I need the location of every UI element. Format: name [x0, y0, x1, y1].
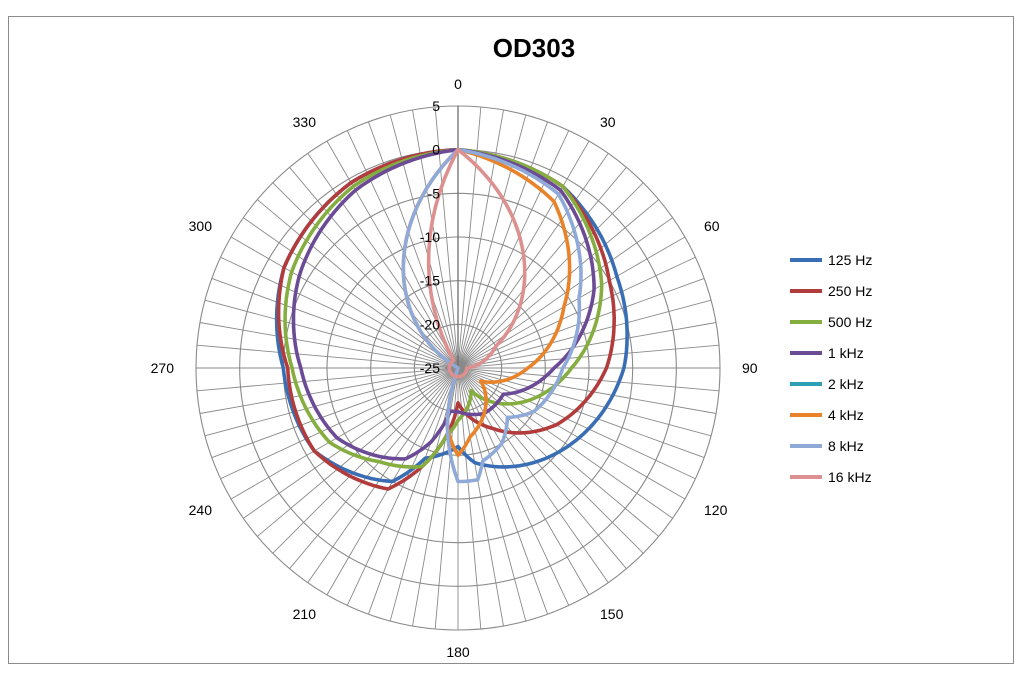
grid-spoke — [204, 299, 459, 369]
grid-spoke — [211, 277, 459, 369]
grid-spoke — [196, 367, 459, 392]
angle-tick-label: 210 — [293, 606, 317, 622]
radial-tick-labels: 5 0 -5 -10 -15 -20 -25 — [420, 98, 440, 376]
legend-label: 125 Hz — [828, 252, 872, 268]
grid-spoke — [457, 130, 570, 369]
angle-tick-label: 180 — [446, 644, 470, 660]
grid-spoke — [457, 367, 570, 606]
series-line-1-khz — [291, 147, 596, 461]
grid-spoke — [389, 114, 459, 369]
grid-spoke — [457, 367, 696, 480]
grid-spoke — [289, 367, 459, 569]
grid-spoke — [196, 344, 459, 369]
grid-spoke — [457, 217, 673, 369]
radial-tick-label: -25 — [420, 360, 440, 376]
grid-spoke — [457, 199, 659, 369]
angle-tick-label: 330 — [293, 114, 317, 130]
grid-spoke — [367, 121, 459, 369]
legend-label: 8 kHz — [828, 438, 864, 454]
legend-label: 2 kHz — [828, 376, 864, 392]
angle-tick-label: 270 — [151, 360, 175, 376]
grid-spoke — [457, 153, 609, 369]
angular-tick-labels: 0 30 60 90 120 150 180 210 240 270 300 330 — [151, 76, 758, 660]
grid-spoke — [457, 367, 590, 596]
legend-label: 250 Hz — [828, 283, 872, 299]
angle-tick-label: 120 — [704, 502, 728, 518]
grid-spoke — [457, 109, 504, 369]
grid-spoke — [220, 367, 459, 480]
grid-spoke — [199, 322, 459, 369]
grid-spoke — [457, 367, 609, 583]
chart-frame — [8, 16, 1014, 664]
grid-spoke — [220, 256, 459, 369]
grid-spoke — [457, 367, 673, 519]
grid-spoke — [457, 114, 527, 369]
legend-label: 16 kHz — [828, 469, 872, 485]
series-line-500-hz — [283, 147, 604, 469]
radial-tick-label: -15 — [420, 273, 440, 289]
grid-spoke — [230, 236, 459, 369]
angle-tick-label: 300 — [189, 218, 213, 234]
grid-spoke — [272, 367, 459, 554]
grid-spoke — [243, 217, 459, 369]
series-line-250-hz — [276, 147, 616, 491]
grid-spoke — [199, 367, 459, 414]
grid-spoke — [307, 367, 459, 583]
grid-spoke — [257, 367, 459, 537]
grid-spoke — [457, 367, 717, 414]
legend-label: 500 Hz — [828, 314, 872, 330]
radial-tick-label: -5 — [428, 185, 441, 201]
grid-spoke — [272, 182, 459, 369]
angle-tick-label: 30 — [600, 114, 616, 130]
grid-spoke — [457, 121, 549, 369]
radial-tick-label: 5 — [432, 98, 440, 114]
angle-tick-label: 60 — [704, 218, 720, 234]
angle-tick-label: 150 — [600, 606, 624, 622]
chart-title: OD303 — [493, 33, 575, 63]
grid-spoke — [457, 277, 705, 369]
angle-tick-label: 0 — [454, 76, 462, 92]
grid-spoke — [457, 167, 627, 369]
radial-tick-label: -10 — [420, 229, 440, 245]
grid-spoke — [326, 140, 459, 369]
grid-spoke — [457, 367, 644, 554]
grid-spoke — [457, 344, 720, 369]
series-layer — [274, 147, 629, 491]
grid-spoke — [457, 182, 644, 369]
grid-spoke — [457, 367, 527, 622]
grid-spoke — [457, 367, 549, 615]
grid-spoke — [346, 367, 459, 606]
series-line-16-khz — [426, 147, 527, 379]
grid-spoke — [243, 367, 459, 519]
legend-label: 1 kHz — [828, 345, 864, 361]
grid-spoke — [457, 299, 712, 369]
grid-spoke — [211, 367, 459, 459]
grid-spoke — [204, 367, 459, 437]
grid-spoke — [457, 367, 720, 392]
grid-spoke — [230, 367, 459, 500]
radial-tick-label: 0 — [432, 142, 440, 158]
legend: 125 Hz 250 Hz 500 Hz 1 kHz 2 kHz 4 kHz 8 kHz 16… — [790, 252, 872, 485]
radial-tick-label: -20 — [420, 316, 440, 332]
grid-spoke — [457, 367, 686, 500]
angle-tick-label: 90 — [742, 360, 758, 376]
angle-tick-label: 240 — [189, 502, 213, 518]
series-line-8-khz — [401, 147, 583, 484]
grid-spoke — [367, 367, 459, 615]
grid-spoke — [307, 153, 459, 369]
grid-spoke — [457, 256, 696, 369]
grid-spoke — [289, 167, 459, 369]
legend-label: 4 kHz — [828, 407, 864, 423]
